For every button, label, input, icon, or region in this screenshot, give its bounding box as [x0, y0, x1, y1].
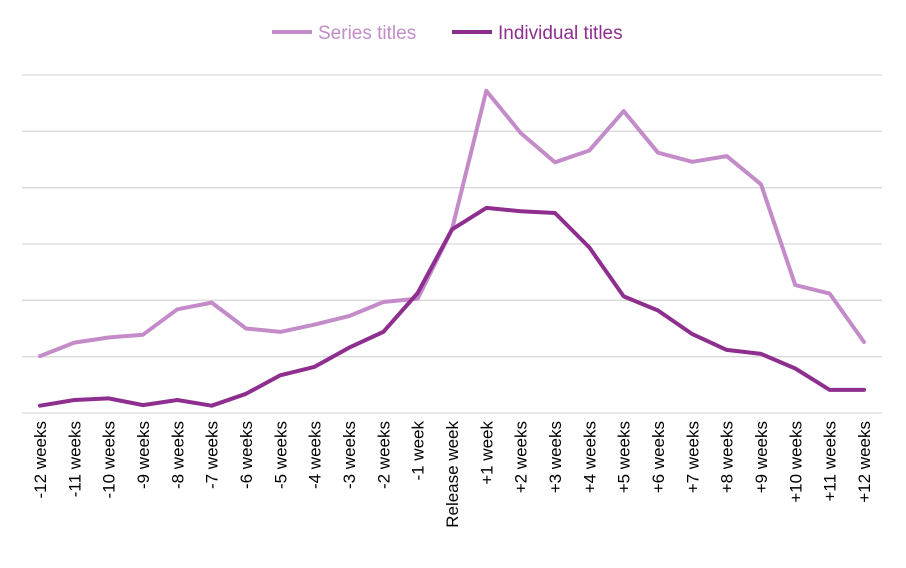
x-tick-label: -8 weeks [168, 421, 187, 489]
x-axis-tick-labels: -12 weeks -11 weeks -10 weeks -9 weeks -8 we… [31, 421, 874, 528]
x-tick-label: +9 weeks [752, 421, 771, 493]
x-tick-label: -2 weeks [374, 421, 393, 489]
x-tick-label: -5 weeks [271, 421, 290, 489]
x-tick-label: -7 weeks [203, 421, 222, 489]
series-line-series-titles [38, 88, 866, 359]
x-tick-label: -6 weeks [237, 421, 256, 489]
x-tick-label: -10 weeks [100, 421, 119, 498]
legend-label-individual-titles: Individual titles [498, 23, 623, 44]
x-tick-label: +12 weeks [855, 421, 874, 503]
x-tick-label: +10 weeks [786, 421, 805, 503]
x-tick-label: -11 weeks [65, 421, 84, 497]
x-tick-label: +8 weeks [718, 421, 737, 493]
legend-item-series-titles: Series titles [272, 23, 416, 44]
x-tick-label: -9 weeks [134, 421, 153, 489]
x-tick-label: -1 week [409, 421, 428, 481]
legend: Series titles Individual titles [272, 23, 623, 44]
x-tick-label: -4 weeks [306, 421, 325, 489]
legend-label-series-titles: Series titles [318, 23, 416, 44]
x-tick-label: -12 weeks [31, 421, 50, 498]
x-tick-label: Release week [443, 421, 462, 528]
legend-item-individual-titles: Individual titles [452, 23, 623, 44]
x-tick-label: +7 weeks [683, 421, 702, 493]
series-lines [38, 88, 866, 408]
x-tick-label: +4 weeks [580, 421, 599, 493]
x-tick-label: -3 weeks [340, 421, 359, 489]
x-tick-label: +3 weeks [546, 421, 565, 493]
x-tick-label: +2 weeks [512, 421, 531, 493]
series-line-individual-titles [38, 205, 866, 408]
x-tick-label: +5 weeks [615, 421, 634, 493]
gridlines [22, 74, 882, 414]
x-tick-label: +1 week [477, 421, 496, 485]
x-tick-label: +6 weeks [649, 421, 668, 493]
x-tick-label: +11 weeks [821, 421, 840, 501]
